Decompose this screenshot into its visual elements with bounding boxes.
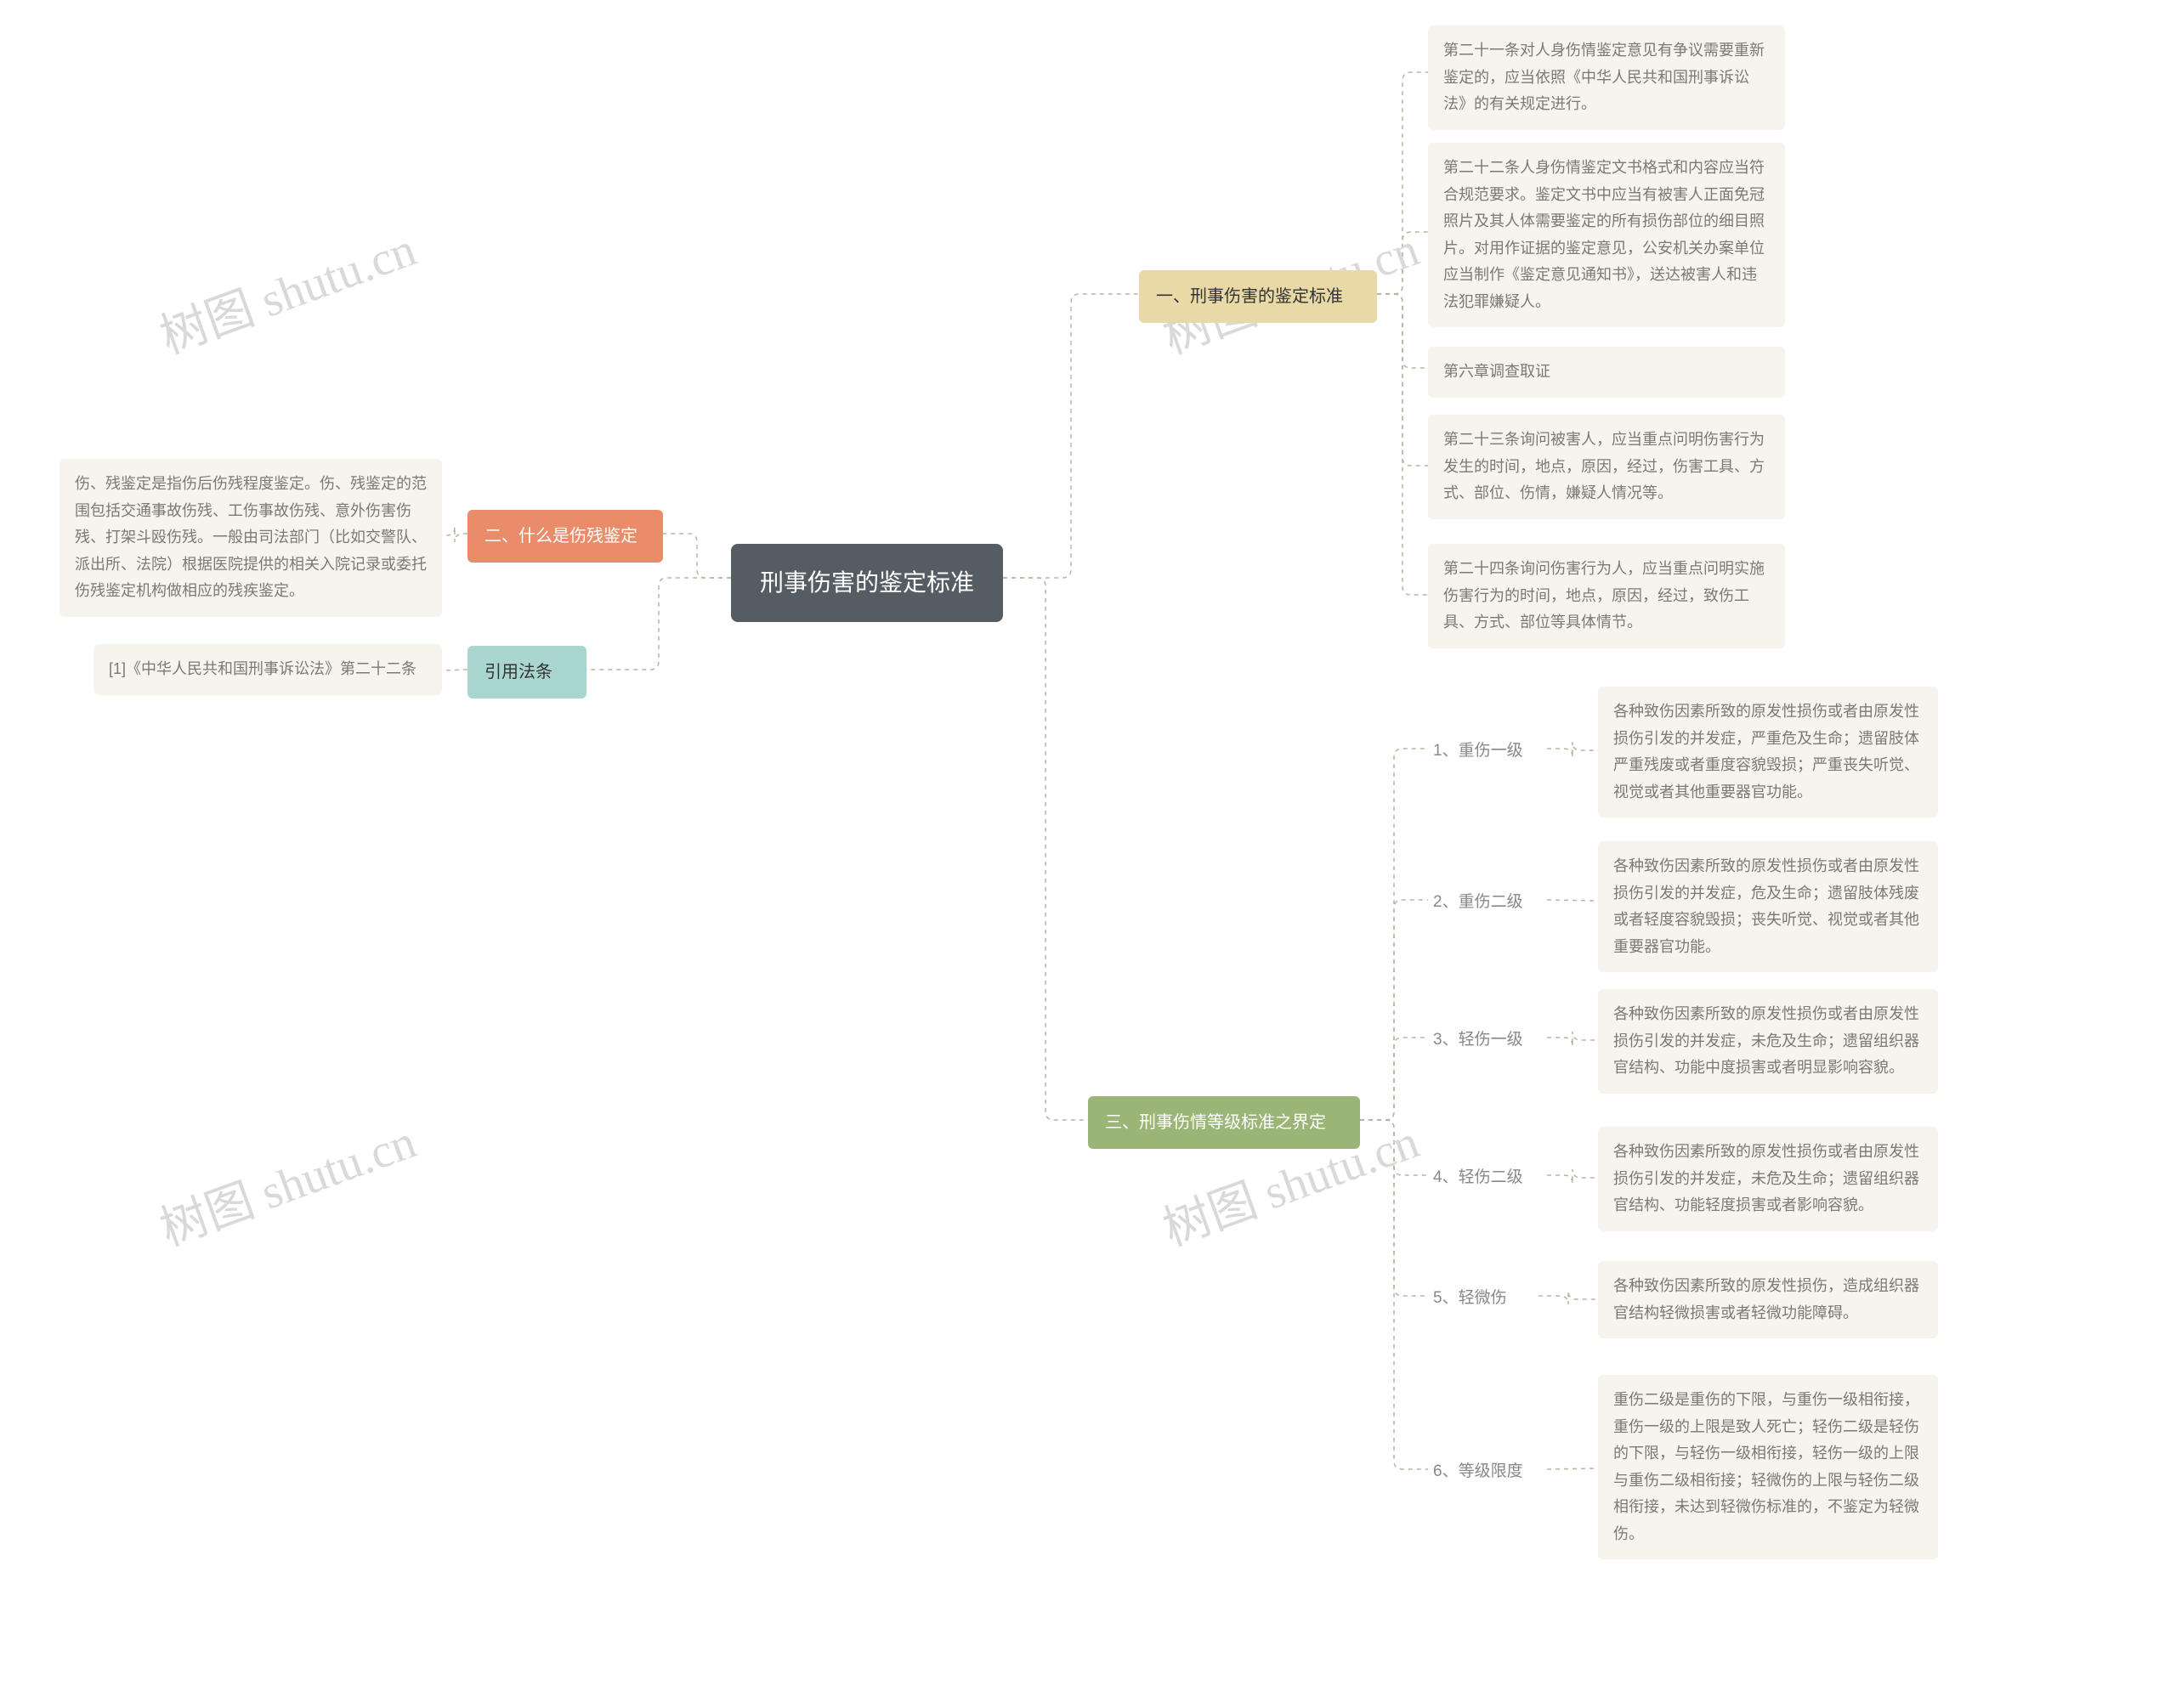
b1-1: 第二十一条对人身伤情鉴定意见有争议需要重新鉴定的，应当依照《中华人民共和国刑事诉… <box>1428 25 1785 130</box>
s1-leaf: 各种致伤因素所致的原发性损伤或者由原发性损伤引发的并发症，严重危及生命；遗留肢体… <box>1598 687 1938 817</box>
s4-leaf: 各种致伤因素所致的原发性损伤或者由原发性损伤引发的并发症，未危及生命；遗留组织器… <box>1598 1127 1938 1231</box>
s3: 3、轻伤一级 <box>1428 1020 1547 1060</box>
s2: 2、重伤二级 <box>1428 882 1547 923</box>
s5-leaf: 各种致伤因素所致的原发性损伤，造成组织器官结构轻微损害或者轻微功能障碍。 <box>1598 1261 1938 1338</box>
s6-leaf: 重伤二级是重伤的下限，与重伤一级相衔接，重伤一级的上限是致人死亡；轻伤二级是轻伤… <box>1598 1375 1938 1559</box>
b1-4: 第二十三条询问被害人，应当重点问明伤害行为发生的时间，地点，原因，经过，伤害工具… <box>1428 415 1785 519</box>
bref-1: [1]《中华人民共和国刑事诉讼法》第二十二条 <box>94 644 442 695</box>
b1-5: 第二十四条询问伤害行为人，应当重点问明实施伤害行为的时间，地点，原因，经过，致伤… <box>1428 544 1785 648</box>
s6: 6、等级限度 <box>1428 1451 1547 1492</box>
b1: 一、刑事伤害的鉴定标准 <box>1139 270 1377 323</box>
bref: 引用法条 <box>468 646 586 698</box>
b1-2: 第二十二条人身伤情鉴定文书格式和内容应当符合规范要求。鉴定文书中应当有被害人正面… <box>1428 143 1785 327</box>
s5: 5、轻微伤 <box>1428 1278 1538 1319</box>
root-node: 刑事伤害的鉴定标准 <box>731 544 1003 622</box>
s2-leaf: 各种致伤因素所致的原发性损伤或者由原发性损伤引发的并发症，危及生命；遗留肢体残废… <box>1598 841 1938 972</box>
s1: 1、重伤一级 <box>1428 731 1547 772</box>
b1-3: 第六章调查取证 <box>1428 347 1785 398</box>
s3-leaf: 各种致伤因素所致的原发性损伤或者由原发性损伤引发的并发症，未危及生命；遗留组织器… <box>1598 989 1938 1094</box>
b3: 三、刑事伤情等级标准之界定 <box>1088 1096 1360 1149</box>
b2: 二、什么是伤残鉴定 <box>468 510 663 563</box>
b2-1: 伤、残鉴定是指伤后伤残程度鉴定。伤、残鉴定的范围包括交通事故伤残、工伤事故伤残、… <box>60 459 442 617</box>
s4: 4、轻伤二级 <box>1428 1157 1547 1198</box>
